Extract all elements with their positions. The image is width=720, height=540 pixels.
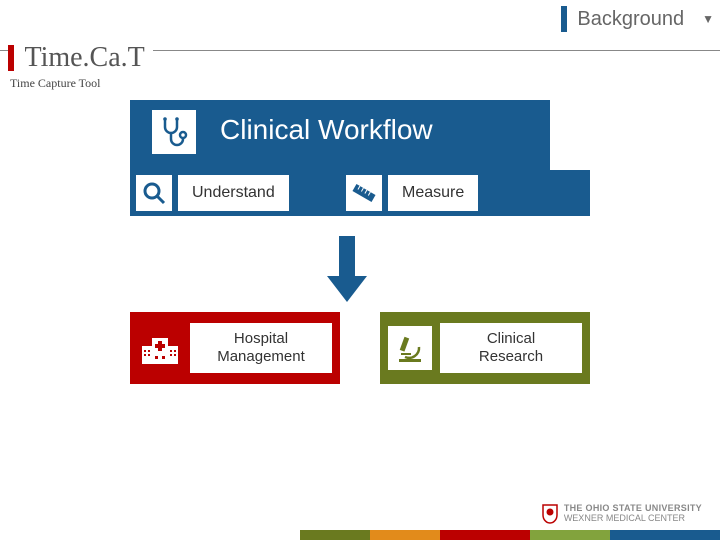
magnifier-icon [136, 175, 172, 211]
hospital-icon [138, 326, 182, 370]
research-label-l1: Clinical [487, 330, 535, 347]
logo-text: THE OHIO STATE UNIVERSITY WEXNER MEDICAL… [564, 504, 702, 524]
stripe-seg [300, 530, 370, 540]
stripe-seg [530, 530, 610, 540]
understand-cell: Understand [130, 170, 340, 216]
microscope-icon [388, 326, 432, 370]
research-label: Clinical Research [440, 323, 582, 373]
footer: THE OHIO STATE UNIVERSITY WEXNER MEDICAL… [0, 500, 720, 540]
topic-accent [561, 6, 567, 32]
title-accent [8, 45, 14, 71]
stripe-seg [370, 530, 440, 540]
hospital-label: Hospital Management [190, 323, 332, 373]
app-title: Time.Ca.T [24, 42, 144, 74]
banner-row2: Understand Measure [130, 170, 590, 216]
bottom-row: Hospital Management Clinical Research [130, 312, 590, 384]
hospital-label-l2: Management [217, 348, 305, 365]
research-label-l2: Research [479, 348, 543, 365]
understand-label: Understand [178, 175, 289, 211]
footer-stripe [300, 530, 720, 540]
measure-label: Measure [388, 175, 478, 211]
research-card: Clinical Research [380, 312, 590, 384]
university-logo: THE OHIO STATE UNIVERSITY WEXNER MEDICAL… [542, 504, 702, 524]
hospital-label-l1: Hospital [234, 330, 288, 347]
header: Time.Ca.T Time Capture Tool Background ▼ [0, 0, 720, 56]
topic-label: Background [577, 8, 684, 31]
measure-cell: Measure [340, 170, 590, 216]
hospital-card: Hospital Management [130, 312, 340, 384]
banner: Clinical Workflow Understand [130, 100, 590, 216]
stethoscope-icon [152, 110, 196, 154]
header-right: Background ▼ [561, 6, 714, 32]
banner-main: Clinical Workflow [130, 100, 550, 170]
stripe-seg [610, 530, 720, 540]
arrow-down-icon [322, 236, 372, 311]
ruler-icon [346, 175, 382, 211]
shield-icon [542, 504, 558, 524]
stripe-seg [440, 530, 530, 540]
logo-line2: WEXNER MEDICAL CENTER [564, 514, 702, 524]
dropdown-caret-icon[interactable]: ▼ [702, 12, 714, 26]
diagram: Clinical Workflow Understand [0, 80, 720, 500]
banner-title: Clinical Workflow [220, 114, 433, 146]
